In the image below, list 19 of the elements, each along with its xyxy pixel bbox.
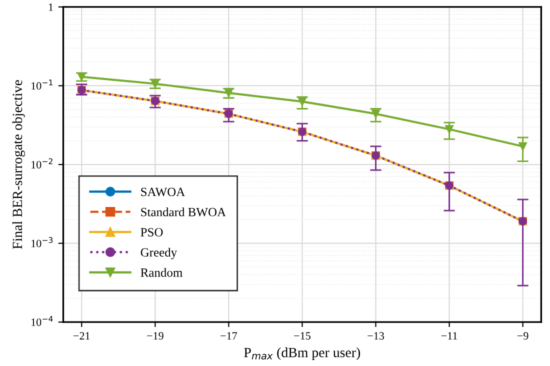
- x-tick-label: −9: [517, 332, 528, 340]
- x-tick-label: −15: [294, 332, 310, 340]
- y-tick-label: 10$^{−4}$: [32, 316, 53, 326]
- legend-label: SAWOA: [141, 188, 186, 196]
- x-tick-label: −13: [368, 332, 384, 340]
- y-tick-label: 10$^{−1}$: [32, 80, 52, 90]
- legend-label: PSO: [140, 228, 163, 236]
- y-axis-title: Final BER-surrogate objective: [12, 80, 25, 249]
- y-tick-label: 1: [48, 3, 53, 11]
- x-tick-label: −11: [441, 332, 458, 340]
- legend-label: Standard BWOA: [141, 208, 226, 216]
- x-axis-title: P$_{max}$ (dBm per user): [244, 347, 360, 360]
- x-tick-label: −19: [147, 332, 164, 340]
- x-tick-label: −21: [74, 332, 90, 340]
- x-tick-label: −17: [220, 332, 238, 340]
- legend-label: Random: [140, 268, 182, 277]
- y-tick-label: 10$^{−3}$: [32, 237, 53, 248]
- legend-label: Greedy: [140, 248, 178, 260]
- y-tick-label: 10$^{−2}$: [32, 158, 52, 168]
